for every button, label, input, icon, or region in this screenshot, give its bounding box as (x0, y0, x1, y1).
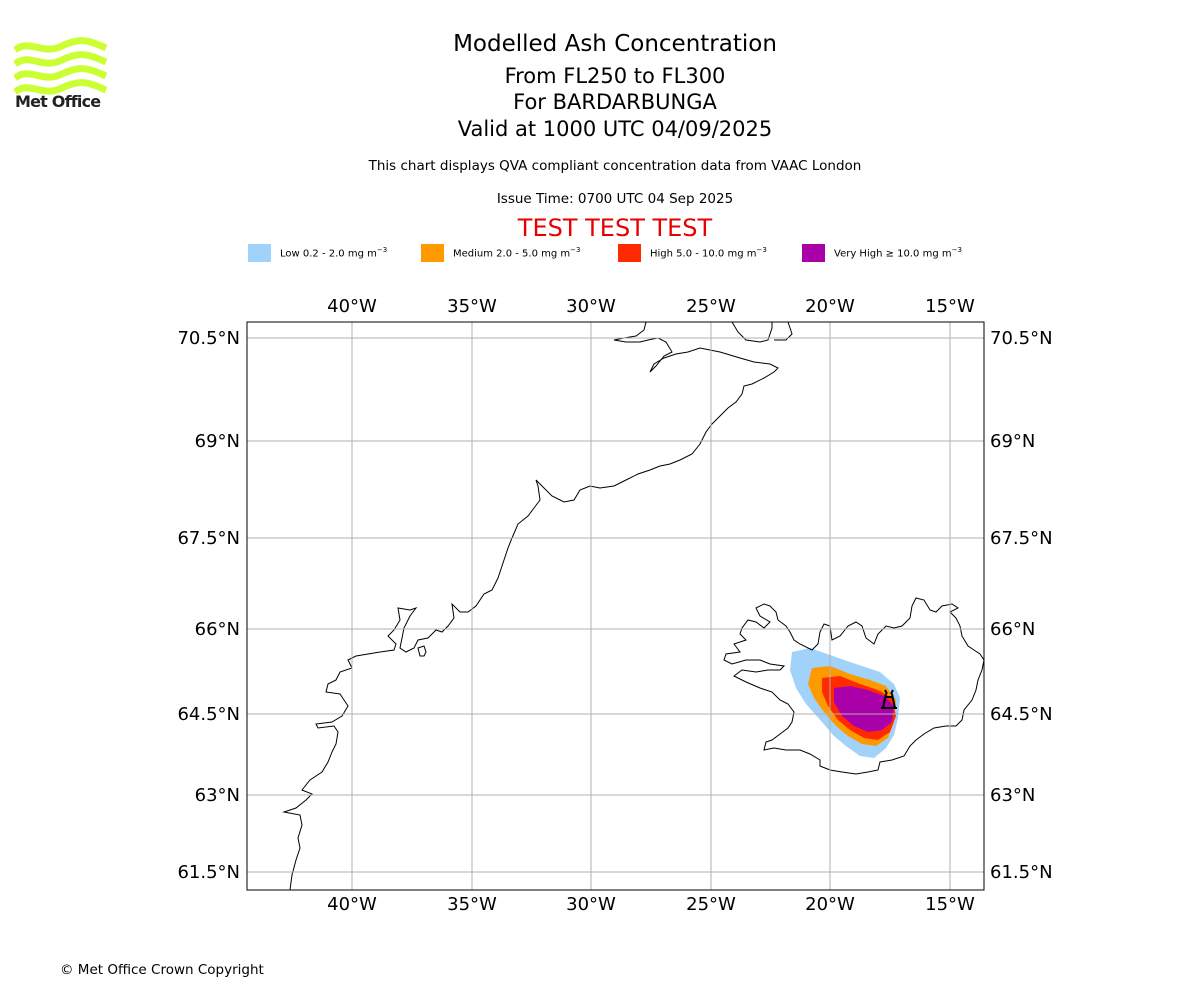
lat-tick-label-right: 69°N (990, 431, 1035, 452)
legend-unit-exp-medium: −3 (570, 246, 581, 254)
legend-label-high: High 5.0 - 10.0 mg m (650, 248, 757, 260)
lon-tick-label-bottom: 40°W (327, 894, 377, 915)
lon-tick-label-bottom: 35°W (447, 894, 497, 915)
iceland-coastline (723, 597, 984, 775)
greenland-island (417, 645, 427, 657)
flight-levels: From FL250 to FL300 (504, 64, 726, 88)
lat-tick-label-right: 70.5°N (990, 328, 1053, 349)
logo-text: Met Office (15, 92, 101, 111)
lat-tick-label-left: 63°N (195, 785, 240, 806)
greenland-coastline (282, 322, 779, 890)
test-banner: TEST TEST TEST (517, 214, 713, 242)
valid-time: Valid at 1000 UTC 04/09/2025 (457, 117, 773, 141)
lon-tick-label-top: 15°W (925, 296, 975, 317)
lon-tick-label-bottom: 25°W (686, 894, 736, 915)
map-frame (246, 321, 985, 891)
lon-tick-label-top: 20°W (805, 296, 855, 317)
legend-unit-exp-high: −3 (756, 246, 767, 254)
legend-swatch-very-high (802, 244, 825, 262)
lon-tick-label-top: 35°W (447, 296, 497, 317)
chart-description: This chart displays QVA compliant concen… (368, 158, 862, 174)
lat-tick-label-left: 69°N (195, 431, 240, 452)
legend-label-medium: Medium 2.0 - 5.0 mg m (453, 248, 571, 260)
lat-tick-label-left: 67.5°N (177, 528, 240, 549)
lat-tick-label-left: 64.5°N (177, 704, 240, 725)
legend-swatch-high (618, 244, 641, 262)
legend-label-very-high: Very High ≥ 10.0 mg m (834, 248, 952, 260)
lon-tick-label-bottom: 15°W (925, 894, 975, 915)
lat-tick-label-right: 63°N (990, 785, 1035, 806)
legend-unit-exp-very-high: −3 (951, 246, 962, 254)
issue-time: Issue Time: 0700 UTC 04 Sep 2025 (496, 191, 734, 207)
lon-tick-label-bottom: 20°W (805, 894, 855, 915)
lat-tick-label-right: 67.5°N (990, 528, 1053, 549)
volcano-icon (881, 689, 897, 709)
greenland-coastline-north (731, 322, 793, 343)
lon-tick-label-top: 40°W (327, 296, 377, 317)
lat-tick-label-left: 66°N (195, 619, 240, 640)
met-office-logo (14, 37, 108, 95)
lon-tick-label-top: 25°W (686, 296, 736, 317)
legend-label-low: Low 0.2 - 2.0 mg m (280, 248, 377, 260)
volcano-name: For BARDARBUNGA (513, 90, 717, 114)
lat-tick-label-right: 61.5°N (990, 862, 1053, 883)
lon-tick-label-top: 30°W (566, 296, 616, 317)
legend-swatch-medium (421, 244, 444, 262)
lat-tick-label-right: 64.5°N (990, 704, 1053, 725)
lat-tick-label-right: 66°N (990, 619, 1035, 640)
legend-swatch-low (248, 244, 271, 262)
lat-tick-label-left: 70.5°N (177, 328, 240, 349)
copyright: © Met Office Crown Copyright (60, 962, 264, 978)
lat-tick-label-left: 61.5°N (177, 862, 240, 883)
chart-title: Modelled Ash Concentration (453, 31, 777, 57)
legend-unit-exp-low: −3 (376, 246, 388, 254)
ash-very-high-contour (834, 686, 894, 732)
lon-tick-label-bottom: 30°W (566, 894, 616, 915)
